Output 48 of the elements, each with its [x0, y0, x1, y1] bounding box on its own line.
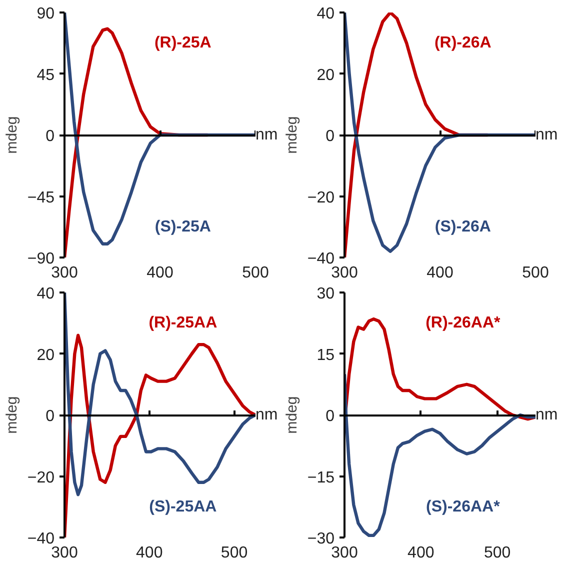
series-label: (S)-25A: [154, 218, 212, 236]
x-tick-label: 300: [331, 544, 358, 562]
y-tick-label: 0: [46, 128, 55, 145]
y-axis-title: mdeg: [3, 116, 20, 154]
series-label: (R)-25A: [154, 34, 212, 52]
y-tick-label: −20: [27, 469, 55, 486]
y-tick-label: 0: [46, 408, 55, 425]
y-tick-label: 40: [316, 6, 335, 22]
text: (S)-26AA*: [426, 498, 501, 516]
y-tick-label: −40: [307, 250, 335, 268]
y-tick-label: −20: [307, 189, 335, 206]
x-tick-label: 300: [331, 264, 358, 282]
series-label: (R)-25AA: [148, 314, 218, 332]
y-axis-title: mdeg: [283, 116, 300, 154]
y-tick-label: −15: [307, 469, 335, 486]
y-tick-label: 30: [316, 286, 335, 302]
y-axis-title: mdeg: [3, 396, 20, 434]
y-tick-label: 20: [316, 66, 335, 84]
y-tick-label: 45: [36, 66, 55, 84]
x-tick-label: 400: [136, 544, 163, 562]
x-axis-title: nm: [256, 406, 278, 424]
y-tick-label: 0: [326, 408, 335, 425]
x-axis-title: nm: [256, 126, 278, 144]
x-tick-label: 500: [242, 264, 269, 282]
x-axis-title: nm: [536, 406, 558, 424]
y-tick-label: −90: [27, 250, 55, 268]
x-tick-label: 500: [522, 264, 549, 282]
x-tick-label: 300: [51, 544, 78, 562]
y-tick-label: 0: [326, 128, 335, 145]
series-label: (S)-25AA: [149, 498, 218, 516]
x-axis-title: nm: [536, 126, 558, 144]
x-tick-label: 300: [51, 264, 78, 282]
y-tick-label: 40: [36, 286, 55, 302]
x-tick-label: 400: [426, 264, 454, 282]
x-tick-label: 400: [146, 264, 174, 282]
x-tick-label: 500: [220, 544, 248, 562]
x-tick-label: 500: [484, 544, 511, 562]
x-tick-label: 400: [408, 544, 434, 562]
y-tick-label: 15: [316, 346, 335, 364]
y-tick-label: −40: [27, 530, 55, 548]
y-tick-label: −30: [307, 530, 335, 548]
series-label: (R)-26A: [434, 34, 492, 52]
y-axis-title: mdeg: [283, 396, 300, 434]
y-tick-label: 20: [36, 346, 55, 364]
series-label: (S)-26A: [434, 218, 492, 236]
y-tick-label: 90: [36, 6, 55, 22]
text: (R)-26AA*: [426, 314, 502, 332]
y-tick-label: −45: [27, 189, 55, 206]
